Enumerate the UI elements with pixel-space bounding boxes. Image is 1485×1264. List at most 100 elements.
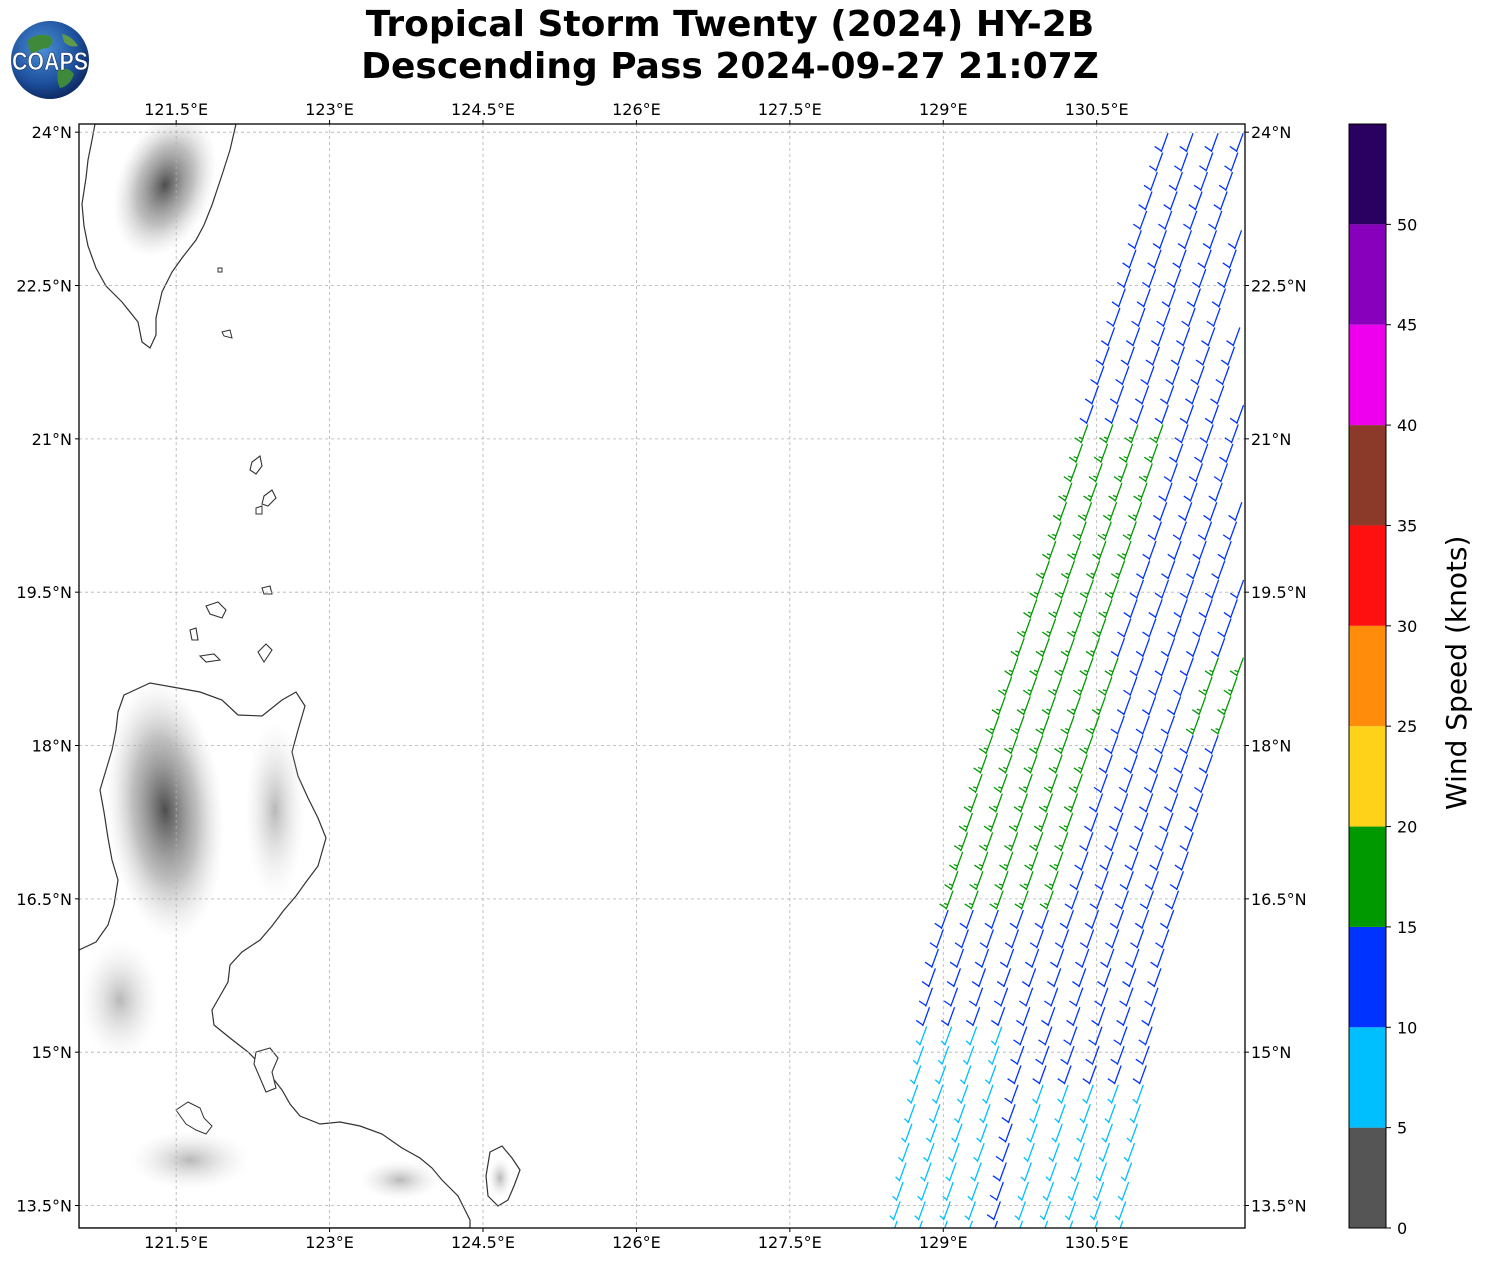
wind-barb	[998, 754, 1013, 774]
wind-barb	[1179, 657, 1194, 677]
wind-barb	[1147, 968, 1162, 988]
wind-barb	[1115, 366, 1130, 386]
wind-barb	[1113, 463, 1128, 483]
wind-barb	[1048, 599, 1063, 619]
wind-barb	[1174, 424, 1189, 444]
lat-tick-label-right: 22.5°N	[1251, 277, 1307, 296]
wind-barb	[1109, 812, 1124, 832]
wind-barb	[940, 1026, 953, 1046]
wind-barb	[949, 851, 964, 871]
wind-barb	[1124, 851, 1139, 871]
wind-barb	[944, 871, 959, 891]
babuyan-island-1	[205, 601, 227, 619]
wind-barb	[1198, 754, 1214, 774]
wind-barb	[1169, 443, 1184, 463]
wind-barb	[1125, 948, 1140, 968]
wind-barb	[1044, 871, 1059, 891]
wind-barb	[1163, 191, 1178, 211]
wind-barb	[982, 1084, 994, 1104]
wind-barb	[1153, 501, 1168, 522]
wind-barb	[1070, 1162, 1083, 1182]
wind-barb	[979, 1104, 991, 1124]
wind-barb	[1116, 268, 1132, 289]
wind-barb	[953, 832, 969, 852]
wind-barb	[1154, 832, 1169, 852]
wind-barb	[1079, 579, 1094, 599]
lat-tick-label-left: 16.5°N	[16, 890, 72, 909]
wind-barb	[962, 1045, 975, 1066]
wind-barb	[1069, 871, 1084, 891]
wind-barb	[1095, 346, 1110, 366]
wind-barb	[1195, 346, 1211, 366]
wind-barb	[1088, 793, 1104, 813]
wind-barb	[1132, 1065, 1147, 1085]
wind-barb	[1066, 1006, 1081, 1027]
chart-title: Tropical Storm Twenty (2024) HY-2B Desce…	[79, 4, 1381, 88]
wind-barb	[1016, 1006, 1031, 1027]
wind-barb	[948, 1142, 960, 1163]
wind-barb	[1118, 443, 1134, 463]
wind-barb	[959, 1065, 972, 1085]
wind-barb	[1016, 696, 1031, 716]
wind-barb	[1110, 637, 1126, 658]
wind-barb	[1213, 191, 1228, 211]
wind-barb	[1185, 715, 1201, 735]
wind-barb	[1063, 1026, 1078, 1046]
lat-tick-label-left: 21°N	[32, 430, 72, 449]
wind-barb	[909, 1065, 922, 1085]
wind-barb	[1003, 735, 1019, 755]
wind-barb	[1114, 890, 1130, 910]
wind-barb	[1132, 210, 1148, 230]
wind-barb	[1054, 579, 1069, 599]
wind-barb	[993, 773, 1008, 794]
wind-barb	[1029, 579, 1044, 599]
wind-barb	[1044, 987, 1059, 1007]
wind-barb	[1161, 560, 1176, 580]
wind-barb	[1123, 599, 1138, 619]
wind-barb	[965, 1026, 978, 1046]
wind-barb	[1079, 832, 1094, 852]
wind-barb	[1123, 754, 1138, 774]
wind-barb	[1204, 579, 1220, 599]
wind-barb	[1091, 618, 1107, 638]
wind-barb	[1047, 521, 1062, 541]
wind-barb	[1097, 521, 1112, 541]
wind-barb	[1150, 327, 1166, 347]
wind-barb	[1189, 793, 1204, 813]
colorbar-bin	[1349, 625, 1386, 727]
wind-barb	[1224, 152, 1239, 172]
wind-barb	[997, 676, 1013, 697]
wind-barb	[1089, 890, 1104, 910]
wind-barb	[1227, 230, 1243, 250]
wind-barb	[1073, 1142, 1086, 1163]
wind-barb	[1023, 754, 1038, 774]
wind-barb	[1204, 404, 1220, 425]
wind-barb	[1072, 521, 1087, 541]
wind-barb	[1228, 501, 1243, 522]
wind-barb	[1063, 793, 1079, 813]
wind-barb	[1185, 637, 1201, 658]
wind-barb	[1172, 249, 1187, 269]
wind-barb	[1143, 443, 1159, 463]
wind-barb	[1143, 171, 1158, 192]
wind-barb	[1179, 132, 1194, 153]
wind-barb	[1020, 1162, 1032, 1182]
wind-barb	[1104, 579, 1119, 599]
wind-barb	[944, 1220, 948, 1228]
wind-barb	[954, 929, 969, 949]
wind-barb	[1082, 1084, 1094, 1104]
wind-barb	[946, 968, 962, 988]
wind-barb	[1098, 599, 1113, 619]
wind-barb	[934, 909, 949, 930]
wind-barb	[937, 1045, 950, 1066]
wind-barb	[1044, 1220, 1049, 1228]
wind-barb	[1174, 152, 1189, 172]
wind-barb	[1038, 1026, 1053, 1046]
wind-barb	[1122, 521, 1137, 541]
colorbar-tick-label: 50	[1397, 215, 1417, 234]
wind-barb	[999, 851, 1014, 871]
wind-barb	[959, 909, 974, 930]
wind-barb	[917, 1181, 929, 1202]
wind-barb	[1194, 443, 1209, 463]
wind-barb	[1154, 579, 1170, 599]
